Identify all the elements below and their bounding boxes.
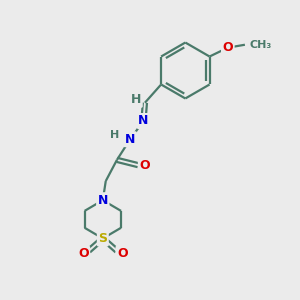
Text: O: O [139,159,150,172]
Text: H: H [110,130,119,140]
Text: N: N [138,115,148,128]
Text: S: S [98,232,107,245]
Text: N: N [98,194,108,207]
Text: N: N [125,133,135,146]
Text: H: H [131,93,141,106]
Text: O: O [78,247,89,260]
Text: O: O [223,41,233,54]
Text: O: O [117,247,128,260]
Text: CH₃: CH₃ [249,40,272,50]
